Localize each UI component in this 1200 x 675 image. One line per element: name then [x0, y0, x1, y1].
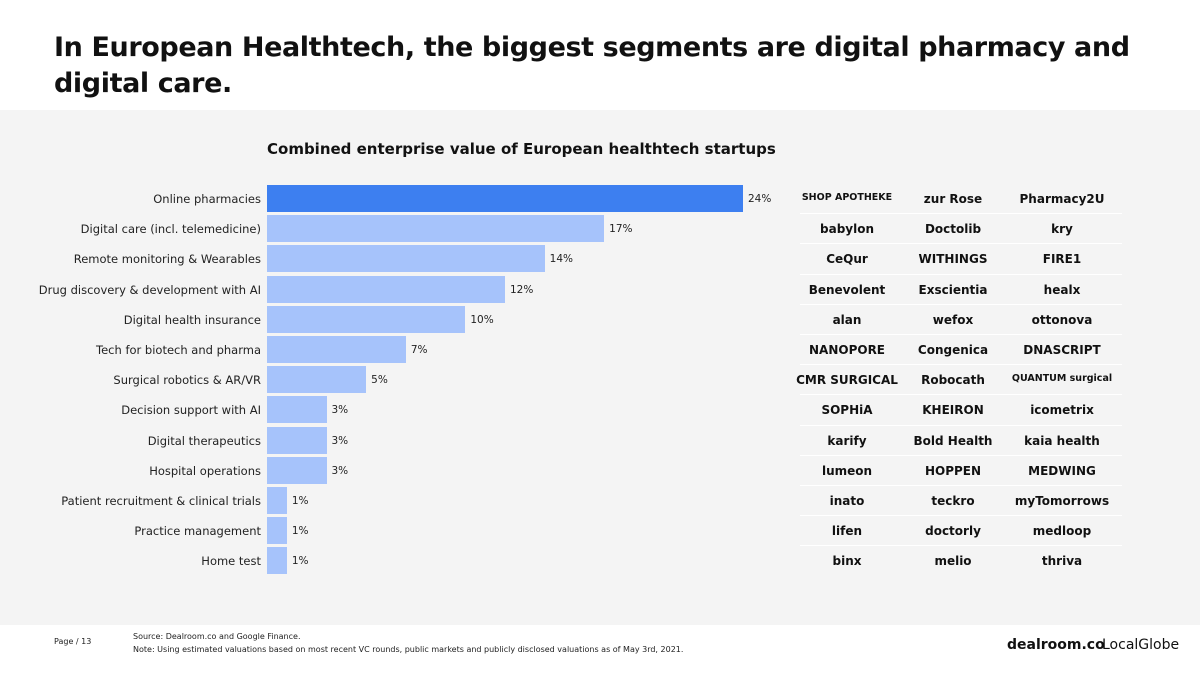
chart-title: Combined enterprise value of European he…: [267, 140, 776, 158]
bar: [267, 185, 743, 212]
dealroom-logo: dealroom.co: [1007, 637, 1105, 653]
row-separator: [800, 394, 1122, 396]
company-logo: medloop: [1032, 524, 1092, 539]
company-logo: FIRE1: [1042, 252, 1082, 267]
company-logo: CeQur: [826, 252, 868, 267]
bar: [267, 396, 327, 424]
company-logo: karify: [827, 433, 867, 448]
bar: [267, 547, 287, 575]
bar-category-label: Patient recruitment & clinical trials: [61, 494, 261, 508]
bar-value-label: 12%: [510, 283, 534, 296]
company-logo: binx: [832, 554, 862, 569]
company-logo: thriva: [1041, 554, 1083, 569]
bar-value-label: 1%: [291, 555, 309, 568]
row-separator: [800, 364, 1122, 366]
bar-category-label: Digital health insurance: [123, 312, 261, 327]
company-logo: DNASCRIPT: [1023, 343, 1101, 357]
company-logo: kaia health: [1024, 433, 1100, 448]
company-logo: Exscientia: [918, 282, 988, 297]
bar-value-label: 5%: [371, 374, 388, 387]
company-logo: CMR SURGICAL: [796, 373, 898, 388]
company-logo: Congenica: [917, 343, 989, 357]
note-line: Note: Using estimated valuations based o…: [133, 645, 684, 654]
company-logo: alan: [832, 312, 862, 327]
bar: [267, 426, 327, 454]
company-logo: Robocath: [921, 373, 985, 388]
bar-value-label: 10%: [470, 313, 494, 326]
row-separator: [800, 545, 1122, 547]
bar-value-label: 14%: [549, 253, 573, 266]
company-logo: HOPPEN: [924, 463, 982, 478]
bar-category-label: Digital care (incl. telemedicine): [80, 222, 261, 237]
company-logo: zur Rose: [923, 192, 983, 206]
bar: [267, 275, 505, 303]
bar-category-label: Surgical robotics & AR/VR: [113, 373, 261, 388]
row-separator: [800, 424, 1122, 426]
row-separator: [800, 213, 1122, 215]
bar-category-label: Online pharmacies: [153, 192, 261, 206]
bar-value-label: 3%: [331, 434, 349, 447]
company-logo: Benevolent: [808, 282, 886, 297]
bar-category-label: Drug discovery & development with AI: [38, 282, 261, 297]
company-logo: NANOPORE: [808, 343, 886, 357]
bar: [267, 487, 287, 514]
company-logo: icometrix: [1030, 403, 1094, 418]
bar: [267, 245, 545, 273]
company-logo: myTomorrows: [1014, 494, 1110, 508]
company-logo: kry: [1051, 222, 1073, 237]
source-line: Source: Dealroom.co and Google Finance.: [133, 632, 301, 641]
bar-category-label: Remote monitoring & Wearables: [73, 252, 261, 267]
company-logo: lifen: [831, 524, 863, 539]
company-logo: QUANTUM surgical: [1011, 373, 1113, 385]
company-logo: healx: [1043, 282, 1081, 297]
company-logo: wefox: [932, 312, 974, 327]
company-logo: ottonova: [1031, 312, 1093, 327]
company-logo: Doctolib: [924, 222, 982, 237]
company-logo: Bold Health: [913, 433, 993, 448]
row-separator: [800, 515, 1122, 517]
company-logo: WITHINGS: [918, 252, 988, 267]
company-logo: KHEIRON: [922, 403, 984, 418]
localglobe-logo: LocalGlobe: [1102, 637, 1180, 653]
company-logo: lumeon: [821, 463, 873, 478]
company-logo: SOPHiA: [821, 403, 873, 418]
row-separator: [800, 485, 1122, 486]
company-logo: babylon: [820, 222, 874, 237]
bar: [267, 336, 406, 363]
company-logo: melio: [934, 554, 972, 569]
source-note: Source: Dealroom.co and Google Finance. …: [133, 630, 683, 656]
page-headline: In European Healthtech, the biggest segm…: [54, 32, 1130, 99]
company-logo: SHOP APOTHEKE: [801, 192, 893, 203]
row-separator: [800, 243, 1122, 245]
row-separator: [800, 454, 1122, 456]
bar-category-label: Digital therapeutics: [147, 433, 261, 448]
company-logo: Pharmacy2U: [1019, 192, 1105, 206]
company-logo: inato: [829, 494, 865, 508]
company-logo: teckro: [931, 494, 975, 508]
bar-value-label: 7%: [410, 344, 428, 356]
bar-category-label: Practice management: [134, 524, 261, 539]
row-separator: [800, 334, 1122, 335]
bar-value-label: 17%: [609, 223, 633, 236]
bar: [267, 305, 466, 333]
row-separator: [800, 273, 1122, 275]
company-logo: MEDWING: [1028, 463, 1096, 478]
bar-category-label: Tech for biotech and pharma: [96, 343, 261, 357]
bar-value-label: 1%: [291, 525, 309, 538]
bar-value-label: 1%: [291, 495, 309, 507]
page-number: Page / 13: [54, 637, 92, 646]
bar: [267, 456, 327, 484]
bar-value-label: 24%: [748, 193, 772, 205]
bar-value-label: 3%: [331, 404, 349, 417]
bar: [267, 215, 605, 243]
bar-category-label: Decision support with AI: [121, 403, 261, 418]
company-logo: doctorly: [925, 524, 981, 539]
bar-value-label: 3%: [331, 464, 349, 477]
bar: [267, 366, 367, 394]
bar-category-label: Hospital operations: [149, 463, 261, 478]
row-separator: [800, 303, 1122, 305]
bar-category-label: Home test: [201, 554, 261, 569]
bar: [267, 517, 287, 545]
